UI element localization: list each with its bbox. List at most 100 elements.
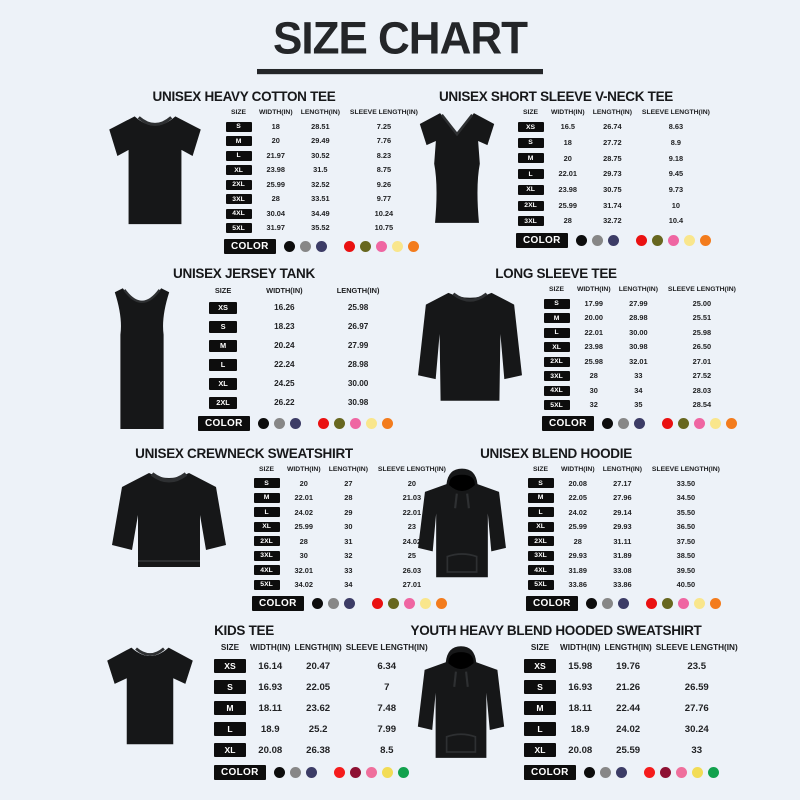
- size-cell: 4XL: [222, 206, 255, 221]
- section-title: LONG SLEEVE TEE: [495, 266, 617, 281]
- measurement-cell: 26.97: [347, 322, 369, 331]
- measurement-cell: 26.74: [603, 122, 622, 132]
- measurement-cell: 26.22: [274, 398, 295, 407]
- table-row: M 20 29.49 7.76: [222, 134, 424, 149]
- measurement-cell: 16.26: [274, 303, 295, 312]
- long-sleeve-tee-icon: [406, 285, 534, 407]
- color-options-row: COLOR: [196, 416, 398, 431]
- color-options-row: COLOR: [514, 232, 716, 248]
- size-badge: XL: [517, 184, 544, 195]
- size-table-wrap: SIZE WIDTH(IN) LENGTH(IN) SLEEVE LENGTH(IN)…: [206, 642, 430, 780]
- measurement-cell: 18: [563, 138, 572, 148]
- section-title: KIDS TEE: [214, 622, 274, 638]
- color-swatch-dot: [599, 766, 611, 778]
- measurement-cell: 34: [344, 580, 353, 590]
- size-cell: S: [212, 677, 248, 698]
- column-header: SLEEVE LENGTH(IN): [641, 109, 710, 116]
- measurement-cell: 37.50: [676, 536, 696, 546]
- measurement-cell: 25.98: [692, 327, 712, 337]
- size-badge: 4XL: [543, 385, 570, 396]
- crewneck-sweatshirt-icon: [94, 465, 244, 573]
- measurement-cell: 24.02: [294, 507, 314, 517]
- size-table-wrap: SIZE WIDTH(IN) LENGTH(IN) XS 16.26 25.98 S 18.2…: [190, 285, 398, 431]
- section-unisex-blend-hoodie: UNISEX BLEND HOODIE SIZE WIDTH(IN) LENGTH(…: [400, 440, 721, 613]
- measurement-cell: 22.24: [274, 360, 295, 369]
- measurement-cell: 30.98: [347, 398, 369, 407]
- table-row: 2XL 25.99 32.52 9.26: [222, 177, 424, 192]
- table-row: 2XL 28 31 24.02: [250, 534, 452, 549]
- size-cell: M: [524, 490, 557, 505]
- size-table: SIZE WIDTH(IN) LENGTH(IN) XS 16.26 25.98 S 18.2…: [196, 285, 398, 412]
- size-badge: S: [524, 680, 556, 695]
- size-cell: XS: [514, 119, 547, 135]
- size-table-header-row: SIZE WIDTH(IN) LENGTH(IN): [196, 285, 398, 298]
- size-table-header-row: SIZE WIDTH(IN) LENGTH(IN) SLEEVE LENGTH(IN): [212, 642, 430, 656]
- size-cell: XL: [196, 374, 250, 393]
- measurement-cell: 8.75: [376, 165, 392, 175]
- measurement-cell: 32.52: [311, 179, 330, 189]
- color-options-row: COLOR: [222, 239, 424, 254]
- measurement-cell: 9.77: [376, 194, 392, 204]
- measurement-cell: 7.99: [377, 723, 397, 735]
- size-table-wrap: SIZE WIDTH(IN) LENGTH(IN) SLEEVE LENGTH(IN)…: [508, 108, 716, 248]
- measurement-cell: 8.63: [668, 122, 684, 132]
- section-body: SIZE WIDTH(IN) LENGTH(IN) SLEEVE LENGTH(IN)…: [406, 285, 737, 431]
- measurement-cell: 20.00: [584, 313, 604, 323]
- measurement-cell: 15.98: [568, 660, 593, 672]
- table-row: 2XL 25.99 31.74 10: [514, 197, 716, 213]
- size-badge: XL: [209, 377, 238, 390]
- measurement-cell: 25.99: [266, 179, 286, 189]
- measurement-cell: 22.01: [558, 169, 578, 179]
- color-swatch-dot: [343, 597, 355, 609]
- section-body: SIZE WIDTH(IN) LENGTH(IN) SLEEVE LENGTH(IN)…: [94, 108, 419, 254]
- column-header: WIDTH(IN): [550, 109, 585, 116]
- measurement-cell: 8.9: [670, 138, 682, 148]
- measurement-cell: 25: [407, 551, 417, 561]
- measurement-cell: 24.02: [616, 723, 641, 735]
- column-header: LENGTH(IN): [602, 465, 642, 473]
- measurement-cell: 9.18: [668, 153, 684, 163]
- section-body: SIZE WIDTH(IN) LENGTH(IN) SLEEVE LENGTH(IN)…: [406, 642, 738, 780]
- measurement-cell: 29: [344, 507, 353, 517]
- table-row: 2XL 25.98 32.01 27.01: [540, 354, 742, 369]
- size-cell: XL: [522, 740, 558, 761]
- color-swatch-dot: [725, 418, 737, 429]
- measurement-cell: 27: [344, 478, 353, 488]
- section-title: UNISEX SHORT SLEEVE V-NECK TEE: [438, 89, 674, 104]
- size-badge: L: [527, 507, 554, 518]
- size-badge: S: [527, 478, 554, 489]
- column-header: SLEEVE LENGTH(IN): [349, 109, 418, 116]
- table-row: 3XL 28 32.72 10.4: [514, 213, 716, 229]
- size-badge: 3XL: [253, 550, 280, 561]
- table-row: 3XL 28 33.51 9.77: [222, 192, 424, 207]
- color-swatch-dot: [407, 241, 419, 252]
- measurement-cell: 20: [563, 153, 572, 163]
- measurement-cell: 28: [299, 536, 308, 546]
- measurement-cell: 10.4: [668, 216, 684, 226]
- vneck-tee-icon: [406, 108, 508, 226]
- measurement-cell: 17.99: [584, 298, 604, 308]
- size-badge: XL: [527, 521, 554, 532]
- color-label: COLOR: [198, 416, 250, 431]
- tee-icon: [94, 108, 216, 232]
- size-badge: 2XL: [517, 200, 544, 211]
- measurement-cell: 38.50: [676, 551, 696, 561]
- size-cell: S: [524, 476, 557, 491]
- measurement-cell: 28: [589, 371, 598, 381]
- measurement-cell: 25.99: [294, 522, 314, 532]
- measurement-cell: 23.62: [306, 702, 331, 714]
- size-cell: M: [540, 311, 573, 326]
- measurement-cell: 16.5: [560, 122, 575, 132]
- color-swatch-dot: [659, 766, 671, 778]
- table-row: S 18 28.51 7.25: [222, 119, 424, 134]
- section-long-sleeve-tee: LONG SLEEVE TEE SIZE WIDTH(IN) LENGTH(IN) S…: [400, 260, 737, 436]
- color-label: COLOR: [214, 764, 266, 780]
- color-swatch-dot: [651, 234, 663, 246]
- size-badge: L: [543, 327, 570, 338]
- measurement-cell: 30.04: [266, 208, 286, 218]
- measurement-cell: 35.52: [311, 223, 330, 233]
- color-swatch-dot: [643, 766, 655, 778]
- measurement-cell: 33.08: [613, 565, 632, 575]
- color-swatch-dot: [435, 597, 447, 609]
- size-badge: 2XL: [225, 179, 252, 190]
